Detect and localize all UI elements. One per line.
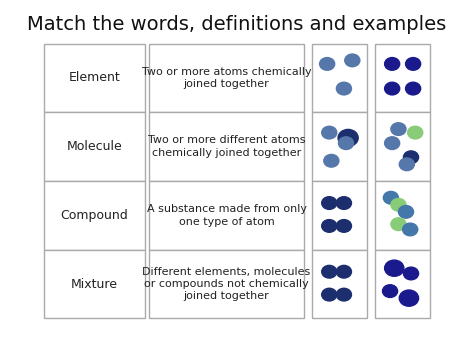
FancyBboxPatch shape [312,44,367,112]
Circle shape [384,58,400,70]
Circle shape [322,266,337,278]
Circle shape [338,137,354,149]
Text: A substance made from only
one type of atom: A substance made from only one type of a… [146,204,307,226]
Circle shape [345,54,360,67]
Circle shape [322,126,337,139]
FancyBboxPatch shape [44,44,145,112]
FancyBboxPatch shape [312,112,367,181]
Circle shape [322,288,337,301]
Text: Two or more different atoms
chemically joined together: Two or more different atoms chemically j… [148,136,305,158]
Circle shape [384,260,404,276]
Circle shape [384,82,400,95]
Circle shape [322,220,337,232]
Text: Molecule: Molecule [66,140,122,153]
Circle shape [337,82,352,95]
Circle shape [399,206,413,218]
Circle shape [406,82,420,95]
FancyBboxPatch shape [149,44,304,112]
Text: Different elements, molecules
or compounds not chemically
joined together: Different elements, molecules or compoun… [142,267,310,301]
FancyBboxPatch shape [375,112,430,181]
Circle shape [408,126,423,139]
FancyBboxPatch shape [44,181,145,250]
Text: Mixture: Mixture [71,278,118,290]
FancyBboxPatch shape [375,181,430,250]
Circle shape [383,191,399,204]
Circle shape [337,266,352,278]
Circle shape [403,151,419,164]
FancyBboxPatch shape [375,44,430,112]
FancyBboxPatch shape [149,250,304,318]
Circle shape [391,123,406,135]
Circle shape [403,267,419,280]
Text: Compound: Compound [61,209,128,222]
Circle shape [383,285,398,297]
Circle shape [322,197,337,209]
Circle shape [337,197,352,209]
Circle shape [402,223,418,236]
Text: Two or more atoms chemically
joined together: Two or more atoms chemically joined toge… [142,67,311,89]
Circle shape [391,198,406,211]
Circle shape [399,290,419,306]
FancyBboxPatch shape [44,112,145,181]
FancyBboxPatch shape [375,250,430,318]
FancyBboxPatch shape [44,250,145,318]
Circle shape [337,220,352,232]
Text: Element: Element [69,71,120,84]
FancyBboxPatch shape [312,181,367,250]
Circle shape [391,218,406,230]
Circle shape [338,130,358,146]
Circle shape [337,288,352,301]
Circle shape [399,158,414,171]
Circle shape [406,58,420,70]
Text: Match the words, definitions and examples: Match the words, definitions and example… [27,16,447,34]
Circle shape [384,137,400,149]
Circle shape [319,58,335,70]
Circle shape [324,154,339,167]
FancyBboxPatch shape [149,181,304,250]
FancyBboxPatch shape [312,250,367,318]
FancyBboxPatch shape [149,112,304,181]
